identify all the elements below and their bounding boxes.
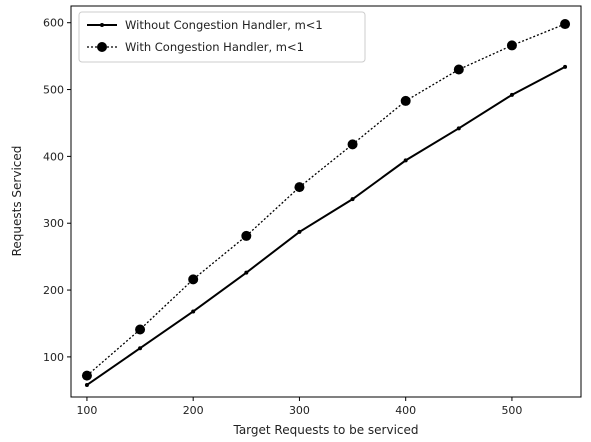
legend-marker-series-1: [100, 23, 104, 27]
y-axis-ticks: 100 200 300 400 500 600: [43, 17, 71, 364]
legend: Without Congestion Handler, m<1 With Con…: [78, 11, 366, 63]
legend-box: [78, 11, 366, 63]
series-1-point-150: [138, 346, 143, 351]
series-2-point-200: [188, 274, 199, 285]
y-tick-label-200: 200: [43, 284, 64, 297]
y-tick-label-300: 300: [43, 217, 64, 230]
series-2-point-450: [453, 64, 464, 75]
series-1-point-300: [297, 229, 302, 234]
series-1-point-100: [84, 382, 89, 387]
series-1-point-400: [403, 158, 408, 163]
x-tick-label-300: 300: [289, 404, 310, 417]
series-1-point-550: [563, 64, 568, 69]
y-axis-label: Requests Serviced: [10, 146, 24, 257]
y-tick-label-100: 100: [43, 351, 64, 364]
series-2-point-550: [560, 19, 571, 30]
y-tick-label-600: 600: [43, 17, 64, 30]
x-axis-ticks: 100 200 300 400 500: [76, 397, 522, 417]
x-tick-label-500: 500: [501, 404, 522, 417]
series-2-point-250: [241, 230, 252, 241]
legend-label-series-1: Without Congestion Handler, m<1: [125, 18, 323, 32]
series-line-1: [86, 65, 566, 386]
series-2-point-350: [347, 139, 358, 150]
y-tick-label-400: 400: [43, 150, 64, 163]
series-2-point-500: [506, 40, 517, 51]
legend-label-series-2: With Congestion Handler, m<1: [125, 40, 304, 54]
series-1-point-200: [191, 309, 196, 314]
series-line-2: [86, 23, 566, 377]
plot-frame: [70, 5, 582, 398]
series-1-point-450: [456, 126, 461, 131]
x-axis-label: Target Requests to be serviced: [232, 423, 418, 437]
legend-marker-series-2: [97, 42, 107, 52]
series-2-point-100: [81, 370, 92, 381]
x-tick-label-200: 200: [183, 404, 204, 417]
series-1-point-250: [244, 270, 249, 275]
y-tick-label-500: 500: [43, 84, 64, 97]
series-1-point-500: [509, 92, 514, 97]
series-2-point-400: [400, 95, 411, 106]
series-2-point-150: [135, 324, 146, 335]
series-1-point-350: [350, 197, 355, 202]
x-tick-label-400: 400: [395, 404, 416, 417]
series-layer: [81, 19, 571, 387]
x-tick-label-100: 100: [76, 404, 97, 417]
series-2-point-300: [294, 182, 305, 193]
